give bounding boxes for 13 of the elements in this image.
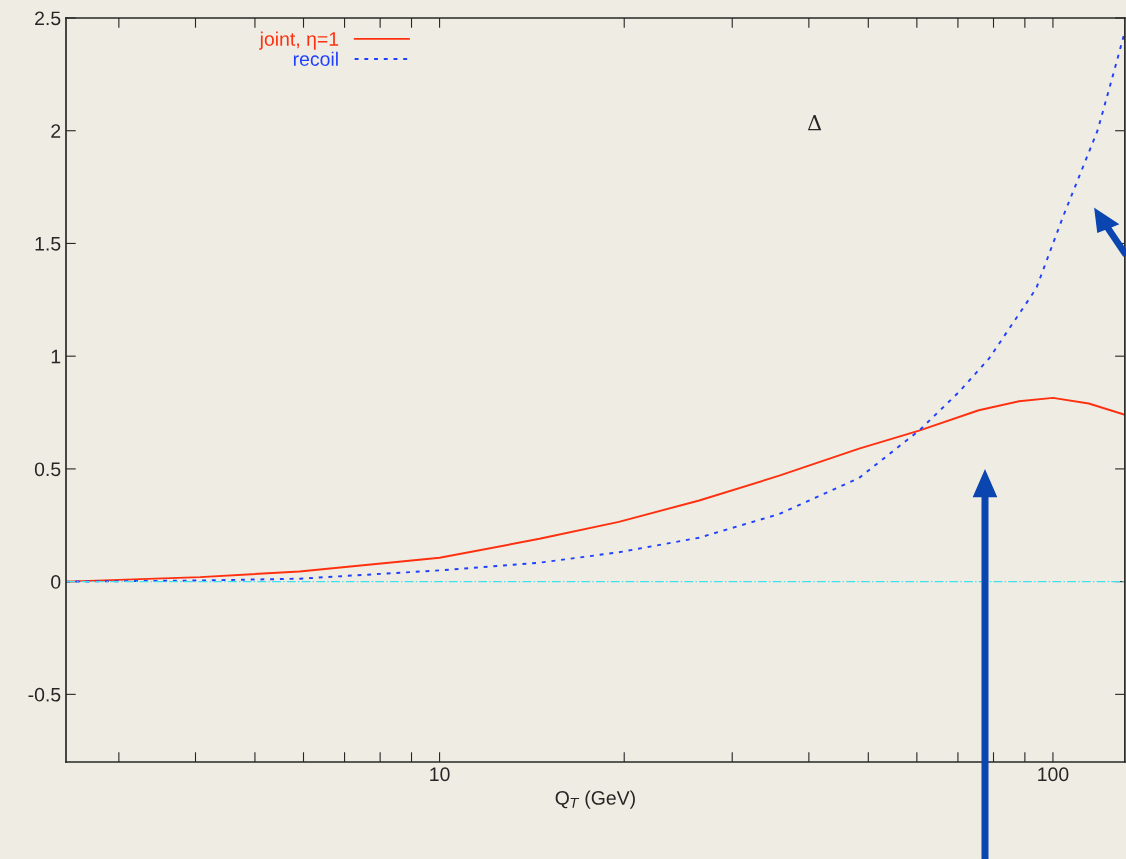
y-tick-label: -0.5	[28, 687, 61, 702]
annotation: Δ	[807, 114, 822, 131]
x-tick-label: 10	[430, 767, 450, 782]
y-tick-label: 1.5	[35, 237, 61, 251]
legend-label: joint, η=1	[259, 31, 339, 50]
y-tick-label: 2.5	[35, 11, 61, 26]
legend-label: recoil	[293, 51, 338, 66]
y-tick-label: 1	[51, 349, 61, 364]
x-axis-title: Q$_{T}$ (GeV)	[555, 790, 635, 809]
y-tick-label: 0.5	[34, 462, 61, 477]
x-tick-label: 100	[1038, 767, 1069, 782]
y-tick-label: 0	[51, 575, 61, 589]
y-tick-label: 2	[51, 124, 61, 138]
